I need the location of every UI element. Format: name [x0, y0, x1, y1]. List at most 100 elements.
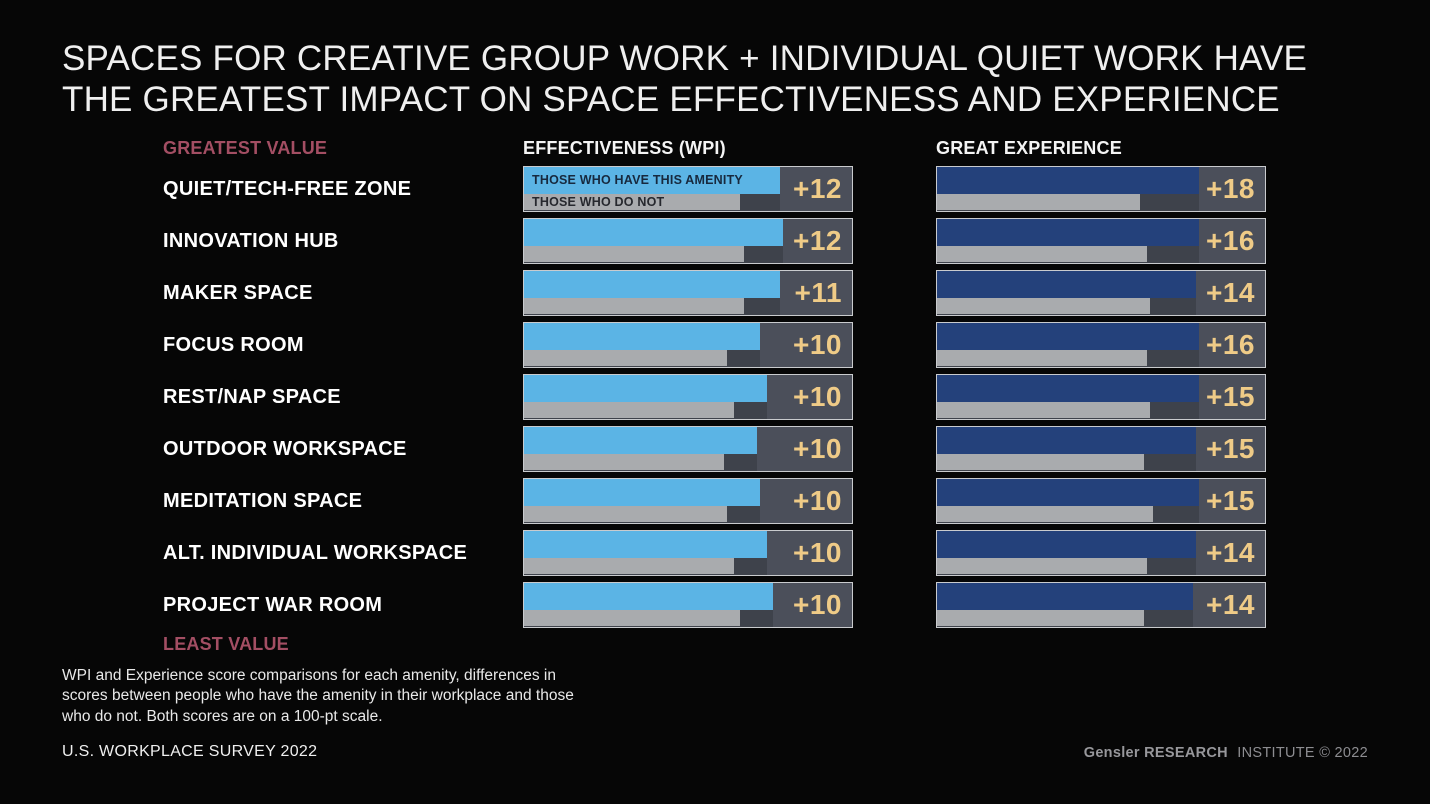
effectiveness-value-badge: +10	[766, 531, 852, 575]
category-label: PROJECT WAR ROOM	[163, 593, 383, 616]
bar-have-amenity	[937, 531, 1197, 558]
experience-value-badge: +14	[1196, 531, 1265, 575]
effectiveness-value: +12	[793, 225, 842, 256]
category-label: ALT. INDIVIDUAL WORKSPACE	[163, 541, 468, 564]
bar-do-not-have-amenity	[524, 454, 725, 470]
page-title-line1: SPACES FOR CREATIVE GROUP WORK + INDIVID…	[62, 39, 1308, 78]
effectiveness-value: +10	[793, 381, 842, 412]
bar-do-not-have-amenity	[524, 350, 728, 366]
effectiveness-value-badge: +10	[760, 479, 852, 523]
bar-do-not-have-amenity	[937, 506, 1154, 522]
category-label: MEDITATION SPACE	[163, 489, 363, 512]
experience-value-badge: +14	[1192, 583, 1265, 627]
bar-have-amenity	[937, 167, 1200, 194]
effectiveness-value-badge: +10	[766, 375, 852, 419]
experience-value: +15	[1206, 433, 1255, 464]
effectiveness-bar-group: +10 THOSE WHO HAVE THIS AMENITY THOSE WH…	[523, 426, 853, 472]
effectiveness-bar-group: +10 THOSE WHO HAVE THIS AMENITY THOSE WH…	[523, 530, 853, 576]
bar-do-not-have-amenity	[937, 350, 1147, 366]
column-gap	[853, 426, 936, 472]
effectiveness-value-badge: +10	[760, 323, 852, 367]
brand-wordmark: Gensler RESEARCH INSTITUTE © 2022	[1084, 745, 1368, 761]
experience-value: +16	[1206, 225, 1255, 256]
effectiveness-bar-group: +12 THOSE WHO HAVE THIS AMENITY THOSE WH…	[523, 218, 853, 264]
bar-do-not-have-amenity	[937, 246, 1147, 262]
bar-do-not-have-amenity	[937, 298, 1151, 314]
bar-do-not-have-amenity	[937, 402, 1151, 418]
amenity-row: MAKER SPACE +11 THOSE WHO HAVE THIS AMEN…	[163, 270, 1266, 316]
experience-bar-group: +18	[936, 166, 1266, 212]
column-gap	[853, 322, 936, 368]
bar-have-amenity	[524, 167, 780, 194]
bar-do-not-have-amenity	[937, 194, 1141, 210]
amenity-row: REST/NAP SPACE +10 THOSE WHO HAVE THIS A…	[163, 374, 1266, 420]
experience-value: +18	[1206, 173, 1255, 204]
bar-have-amenity	[937, 427, 1197, 454]
experience-value: +14	[1206, 589, 1255, 620]
experience-bar-group: +15	[936, 478, 1266, 524]
experience-bar-group: +15	[936, 374, 1266, 420]
column-header-effectiveness: EFFECTIVENESS (WPI)	[523, 138, 726, 158]
brand-wordmark-regular: INSTITUTE © 2022	[1237, 745, 1368, 761]
bar-have-amenity	[937, 271, 1197, 298]
effectiveness-value: +10	[793, 329, 842, 360]
column-headers: GREATEST VALUE EFFECTIVENESS (WPI) GREAT…	[163, 138, 1266, 159]
amenity-row: FOCUS ROOM +10 THOSE WHO HAVE THIS AMENI…	[163, 322, 1266, 368]
category-label: FOCUS ROOM	[163, 333, 304, 356]
bar-have-amenity	[524, 323, 761, 350]
experience-bar-group: +16	[936, 322, 1266, 368]
experience-value: +14	[1206, 277, 1255, 308]
brand-wordmark-bold: Gensler RESEARCH	[1083, 745, 1228, 761]
label-least-value: LEAST VALUE	[163, 634, 289, 654]
effectiveness-bar-group: +12 THOSE WHO HAVE THIS AMENITY THOSE WH…	[523, 166, 853, 212]
page-title: SPACES FOR CREATIVE GROUP WORK + INDIVID…	[62, 38, 1307, 120]
experience-bar-group: +15	[936, 426, 1266, 472]
bar-have-amenity	[937, 479, 1200, 506]
column-header-experience: GREAT EXPERIENCE	[936, 138, 1122, 158]
bar-have-amenity	[937, 583, 1193, 610]
legend-have-label: THOSE WHO HAVE THIS AMENITY	[532, 173, 743, 187]
amenity-row: QUIET/TECH-FREE ZONE +12 THOSE WHO HAVE …	[163, 166, 1266, 212]
amenity-row: ALT. INDIVIDUAL WORKSPACE +10 THOSE WHO …	[163, 530, 1266, 576]
effectiveness-bar-group: +10 THOSE WHO HAVE THIS AMENITY THOSE WH…	[523, 374, 853, 420]
experience-value-badge: +15	[1199, 479, 1265, 523]
effectiveness-bar-group: +11 THOSE WHO HAVE THIS AMENITY THOSE WH…	[523, 270, 853, 316]
effectiveness-value-badge: +10	[756, 427, 852, 471]
category-label: MAKER SPACE	[163, 281, 313, 304]
bar-have-amenity	[937, 375, 1200, 402]
bar-have-amenity	[524, 583, 774, 610]
experience-value: +15	[1206, 485, 1255, 516]
bar-have-amenity	[524, 427, 757, 454]
category-label: OUTDOOR WORKSPACE	[163, 437, 407, 460]
amenity-row: INNOVATION HUB +12 THOSE WHO HAVE THIS A…	[163, 218, 1266, 264]
effectiveness-value: +10	[793, 433, 842, 464]
effectiveness-bar-group: +10 THOSE WHO HAVE THIS AMENITY THOSE WH…	[523, 478, 853, 524]
bar-do-not-have-amenity	[524, 558, 734, 574]
experience-value-badge: +18	[1199, 167, 1265, 211]
effectiveness-value: +10	[793, 537, 842, 568]
experience-value-badge: +15	[1196, 427, 1265, 471]
footnote: WPI and Experience score comparisons for…	[62, 667, 574, 725]
bar-do-not-have-amenity	[524, 194, 741, 210]
experience-value-badge: +16	[1199, 323, 1265, 367]
effectiveness-value-badge: +10	[773, 583, 852, 627]
bar-do-not-have-amenity	[524, 506, 728, 522]
bar-have-amenity	[937, 219, 1200, 246]
column-gap	[853, 530, 936, 576]
effectiveness-value: +12	[793, 173, 842, 204]
amenity-row: PROJECT WAR ROOM +10 THOSE WHO HAVE THIS…	[163, 582, 1266, 628]
experience-bar-group: +16	[936, 218, 1266, 264]
survey-source: U.S. WORKPLACE SURVEY 2022	[62, 743, 318, 760]
experience-value: +14	[1206, 537, 1255, 568]
bar-have-amenity	[524, 271, 780, 298]
effectiveness-value-badge: +12	[783, 219, 852, 263]
effectiveness-bar-group: +10 THOSE WHO HAVE THIS AMENITY THOSE WH…	[523, 582, 853, 628]
bar-do-not-have-amenity	[937, 558, 1147, 574]
bar-do-not-have-amenity	[524, 402, 734, 418]
category-label: INNOVATION HUB	[163, 229, 339, 252]
bar-have-amenity	[524, 219, 784, 246]
experience-bar-group: +14	[936, 530, 1266, 576]
experience-value-badge: +16	[1199, 219, 1265, 263]
experience-value-badge: +15	[1199, 375, 1265, 419]
